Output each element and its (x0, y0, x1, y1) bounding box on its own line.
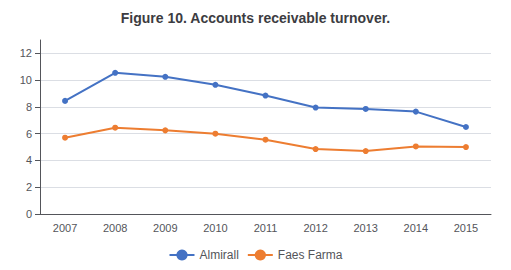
svg-text:12: 12 (20, 47, 32, 59)
svg-text:2015: 2015 (454, 222, 478, 234)
svg-text:4: 4 (26, 154, 32, 166)
svg-text:Figure 10. Accounts receivable: Figure 10. Accounts receivable turnover. (121, 10, 390, 26)
svg-text:8: 8 (26, 101, 32, 113)
svg-text:2010: 2010 (203, 222, 227, 234)
svg-text:2009: 2009 (153, 222, 177, 234)
svg-text:6: 6 (26, 128, 32, 140)
svg-text:0: 0 (26, 208, 32, 220)
svg-text:2007: 2007 (53, 222, 77, 234)
svg-text:2013: 2013 (353, 222, 377, 234)
svg-text:Almirall: Almirall (199, 248, 238, 262)
svg-text:2008: 2008 (103, 222, 127, 234)
svg-text:2012: 2012 (303, 222, 327, 234)
svg-text:2: 2 (26, 181, 32, 193)
svg-text:10: 10 (20, 74, 32, 86)
svg-text:2011: 2011 (254, 222, 278, 234)
svg-text:2014: 2014 (404, 222, 428, 234)
svg-text:Faes Farma: Faes Farma (278, 248, 343, 262)
